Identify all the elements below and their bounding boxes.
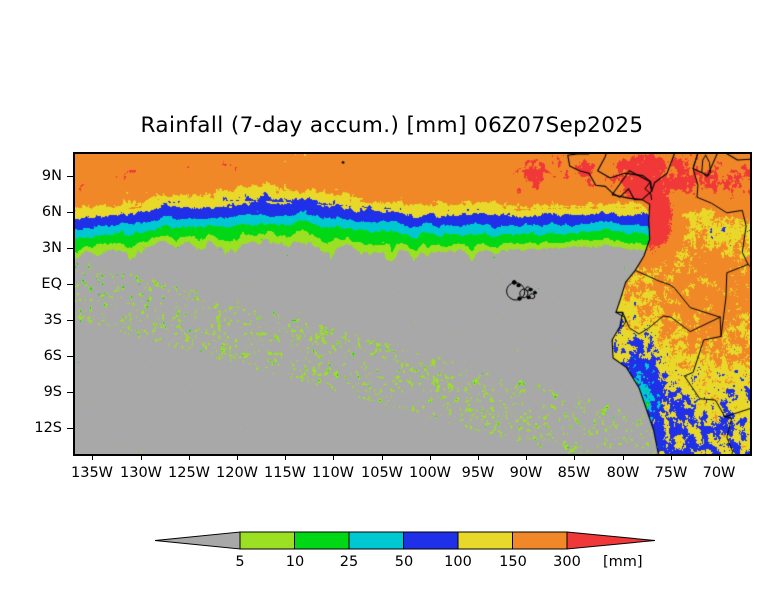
x-tick-mark xyxy=(237,454,238,460)
colorbar-band-above-max xyxy=(566,531,655,550)
x-tick-mark xyxy=(478,454,479,460)
colorbar-tick-label: 150 xyxy=(499,554,527,570)
colorbar-swatches xyxy=(155,531,655,550)
x-tick-label: 110W xyxy=(311,465,355,481)
x-tick-mark xyxy=(382,454,383,460)
x-tick-mark xyxy=(141,454,142,460)
y-tick-mark xyxy=(67,284,73,285)
colorbar: 5 10 25 50 100 150 300 [mm] xyxy=(0,528,784,578)
x-tick-label: 95W xyxy=(461,465,495,481)
colorbar-band xyxy=(348,531,404,550)
x-tick-mark xyxy=(430,454,431,460)
x-tick-mark xyxy=(189,454,190,460)
colorbar-tick-label: 25 xyxy=(339,554,359,570)
y-tick-mark xyxy=(67,428,73,429)
y-tick-mark xyxy=(67,248,73,249)
rainfall-raster xyxy=(75,154,750,454)
y-tick-mark xyxy=(67,392,73,393)
colorbar-band xyxy=(239,531,295,550)
x-tick-mark xyxy=(623,454,624,460)
x-tick-mark xyxy=(285,454,286,460)
x-tick-mark xyxy=(574,454,575,460)
x-tick-label: 130W xyxy=(119,465,163,481)
y-tick-mark xyxy=(67,356,73,357)
colorbar-unit-label: [mm] xyxy=(603,554,643,570)
y-tick-label: 6N xyxy=(41,204,62,220)
colorbar-band-below-min xyxy=(155,531,241,550)
x-tick-label: 120W xyxy=(215,465,259,481)
y-tick-label: 9S xyxy=(43,384,62,400)
colorbar-tick-label: 100 xyxy=(444,554,472,570)
x-tick-label: 80W xyxy=(606,465,640,481)
map-plot-area xyxy=(73,152,752,456)
y-tick-label: EQ xyxy=(41,276,62,292)
x-tick-mark xyxy=(526,454,527,460)
page-title: Rainfall (7-day accum.) [mm] 06Z07Sep202… xyxy=(140,113,644,138)
colorbar-tick-label: 5 xyxy=(235,554,245,570)
colorbar-band xyxy=(512,531,568,550)
y-tick-mark xyxy=(67,212,73,213)
colorbar-band xyxy=(294,531,350,550)
colorbar-tick-label: 50 xyxy=(394,554,414,570)
x-tick-mark xyxy=(719,454,720,460)
colorbar-tick-label: 300 xyxy=(553,554,581,570)
x-tick-label: 70W xyxy=(702,465,736,481)
y-tick-mark xyxy=(67,320,73,321)
y-tick-label: 3N xyxy=(41,240,62,256)
x-tick-mark xyxy=(92,454,93,460)
y-tick-mark xyxy=(67,176,73,177)
y-tick-label: 3S xyxy=(43,312,62,328)
x-tick-label: 105W xyxy=(360,465,404,481)
colorbar-band xyxy=(457,531,513,550)
x-tick-label: 115W xyxy=(263,465,307,481)
x-tick-label: 85W xyxy=(557,465,591,481)
x-tick-mark xyxy=(333,454,334,460)
x-tick-label: 100W xyxy=(408,465,452,481)
x-tick-label: 135W xyxy=(70,465,114,481)
y-tick-label: 9N xyxy=(41,168,62,184)
y-tick-label: 12S xyxy=(34,420,62,436)
colorbar-band xyxy=(403,531,459,550)
y-tick-label: 6S xyxy=(43,348,62,364)
x-tick-label: 75W xyxy=(654,465,688,481)
x-tick-label: 90W xyxy=(509,465,543,481)
x-tick-label: 125W xyxy=(167,465,211,481)
colorbar-tick-label: 10 xyxy=(285,554,305,570)
x-tick-mark xyxy=(671,454,672,460)
